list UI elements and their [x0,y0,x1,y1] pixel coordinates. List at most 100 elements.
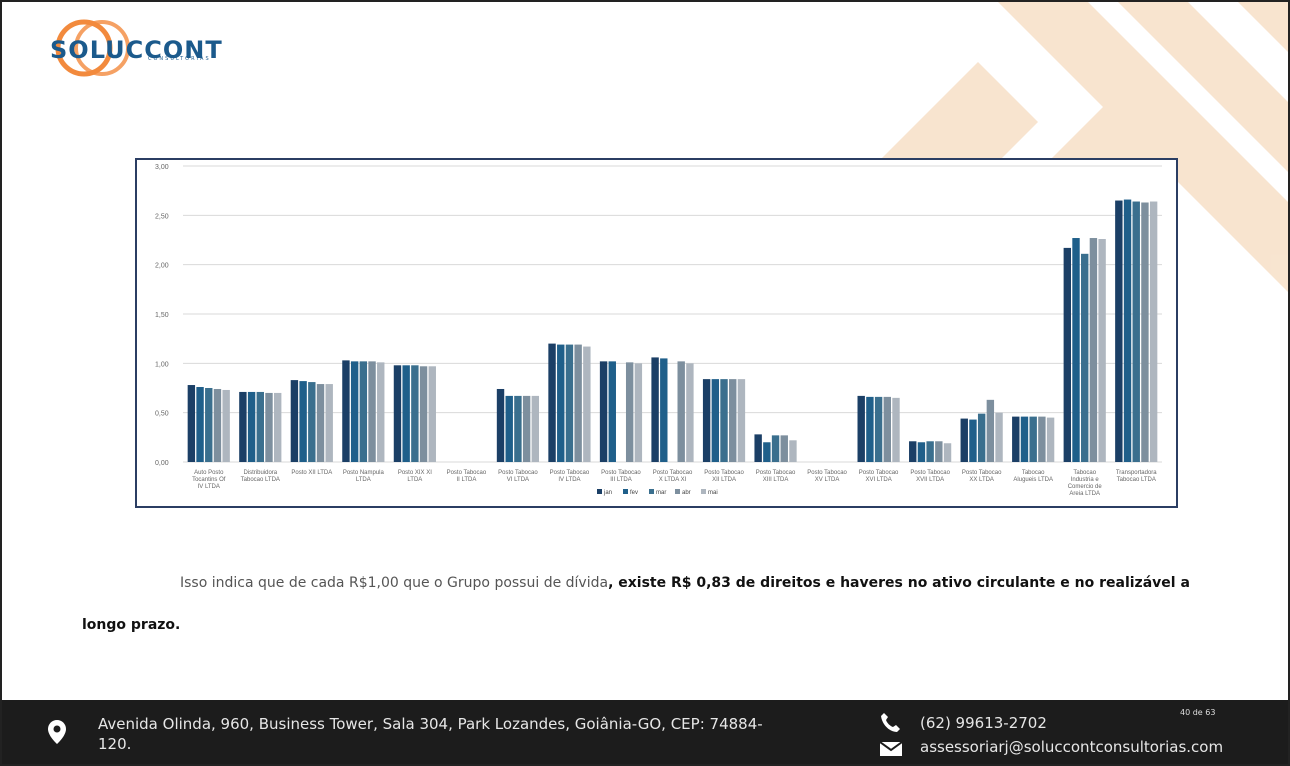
analysis-paragraph: Isso indica que de cada R$1,00 que o Gru… [82,562,1232,646]
y-tick-label: 1,00 [155,361,169,368]
paragraph-lead: Isso indica que de cada R$1,00 que o Gru… [180,575,609,591]
x-tick-label: Posto Nampula LTDA [343,470,385,483]
bar [308,382,316,462]
bar [720,379,728,462]
legend-label: abr [682,490,691,496]
bar [342,360,350,462]
bar [1046,417,1055,462]
bar [350,361,359,462]
bar [625,362,634,462]
phone-icon [881,713,900,732]
bar [247,391,256,462]
bar [1020,416,1029,462]
x-tick-label: Posto Tabocao X LTDA XI [653,470,693,483]
bar [686,363,694,462]
bar [290,380,299,462]
footer-bar: Avenida Olinda, 960, Business Tower, Sal… [2,700,1288,764]
bar [917,442,926,462]
x-tick-label: Posto Tabocao XV LTDA [807,470,847,483]
paragraph-bold: , existe R$ 0,83 de direitos e haveres n… [82,575,1190,633]
bar [729,379,737,462]
page-number: 40 de 63 [1180,708,1216,717]
bar [789,440,797,462]
legend-label: mai [708,490,718,496]
footer-phone[interactable]: (62) 99613-2702 [920,714,1047,732]
bar [531,395,540,462]
bar [299,381,307,462]
bar [583,346,591,462]
footer-email[interactable]: assessoriarj@soluccontconsultorias.com [920,738,1224,756]
bar [419,366,428,462]
legend-swatch [649,489,654,494]
x-tick-label: Posto XIX XI LTDA [398,470,432,483]
bar [771,435,780,462]
bar [522,395,531,462]
bar [393,365,402,462]
bar [651,357,659,462]
bar [969,419,977,462]
bar [1072,238,1080,462]
bar [1098,239,1106,462]
bar [505,395,513,462]
x-tick-label: Tabocao Industria e Comercio de Areia LTDA [1068,470,1103,497]
bar [926,441,934,462]
bar [411,365,419,462]
bar [977,413,986,462]
bar [995,412,1003,462]
x-tick-label: Posto Tabocao XII LTDA [704,470,744,483]
bar [702,379,711,462]
bar [239,391,247,462]
bar [496,388,505,462]
bar [1081,253,1089,462]
bar [986,399,995,462]
bar [359,361,368,462]
bar [256,391,264,462]
bar [428,366,436,462]
x-tick-label: Posto XII LTDA [291,470,332,476]
chart-frame: 0,00 0,50 1,00 1,50 2,00 2,50 3,00 Auto Posto To… [135,158,1178,508]
bar [196,387,204,462]
bar [402,365,410,462]
bar [1029,416,1037,462]
y-tick-label: 0,50 [155,411,169,418]
bar [943,443,952,462]
mail-icon [880,741,902,756]
bar [1149,201,1158,462]
legend-label: fev [630,490,638,496]
bar [711,379,720,462]
bar [273,392,282,462]
bar [634,363,643,462]
x-tick-label: Posto Tabocao XVI LTDA [859,470,899,483]
bar [265,392,273,462]
bar [780,435,788,462]
bar [660,358,668,462]
location-pin-icon [48,720,66,744]
bar [892,397,900,462]
x-tick-label: Posto Tabocao VI LTDA [498,470,538,483]
logo-wordmark: SOLUCCONT [50,36,223,64]
bar [316,384,325,462]
bar [1038,416,1046,462]
legend-swatch [675,489,680,494]
bar [377,362,385,462]
y-tick-label: 0,00 [155,460,169,467]
y-tick-label: 1,50 [155,312,169,319]
bar-chart: 0,00 0,50 1,00 1,50 2,00 2,50 3,00 Auto Posto To… [155,164,1162,497]
bar [1089,238,1098,462]
bar [1012,416,1020,462]
bar [368,361,376,462]
bar [514,395,522,462]
bar [935,441,943,462]
bar [599,361,608,462]
bar [205,388,213,462]
x-tick-label: Posto Tabocao XX LTDA [962,470,1002,483]
bar [763,442,771,462]
bar [565,344,574,462]
x-tick-label: Tabocao Alugueis LTDA [1013,470,1053,483]
bar [1115,200,1123,462]
bar [1123,199,1132,462]
bar [325,384,333,462]
bar [866,396,874,462]
x-tick-label: Posto Tabocao II LTDA [447,470,487,483]
bar [557,344,565,462]
